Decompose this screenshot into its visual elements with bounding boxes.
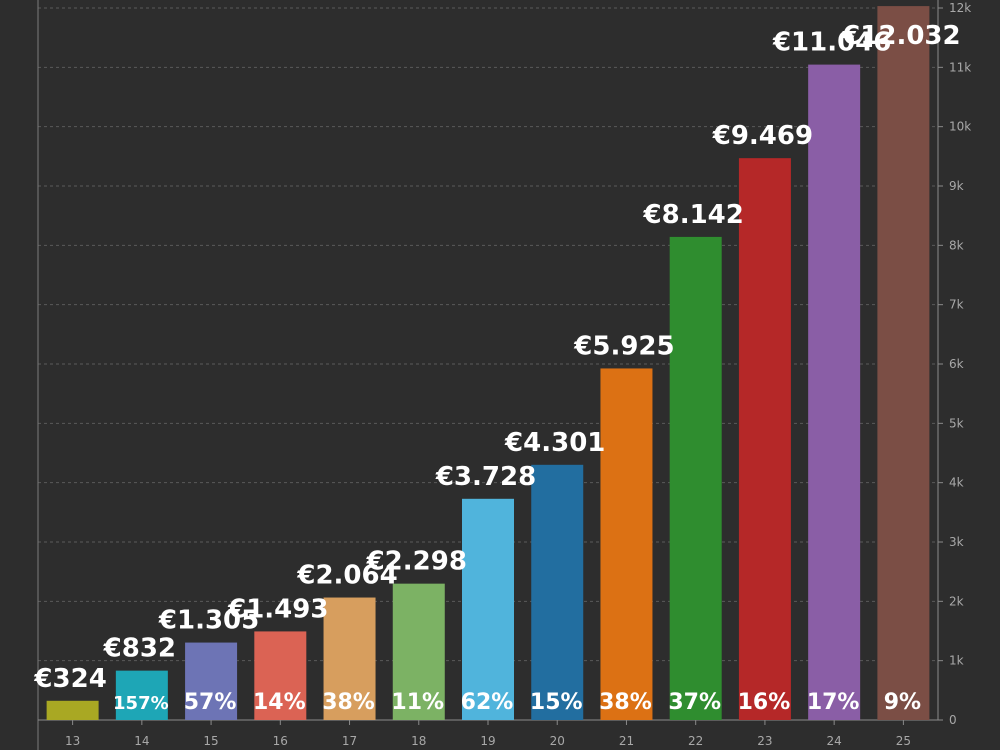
y-tick-label: 1k — [949, 654, 964, 668]
growth-label: 9% — [884, 690, 921, 715]
bar — [185, 642, 238, 720]
value-label: €4.301 — [504, 428, 605, 458]
bar — [115, 670, 168, 720]
bar — [738, 158, 791, 720]
value-label: €8.142 — [643, 200, 744, 230]
y-tick-label: 12k — [949, 1, 971, 15]
growth-label: 37% — [668, 690, 721, 715]
x-tick-label: 14 — [134, 734, 149, 748]
gridlines — [38, 7, 938, 662]
bar — [531, 464, 584, 720]
growth-labels: 157% 57% 14% 38% 11% 62% 15% 38% 37% 16% 17% 9% — [113, 690, 921, 715]
bar — [46, 700, 99, 720]
growth-label: 11% — [391, 690, 444, 715]
bar — [600, 368, 653, 720]
value-label: €1.493 — [227, 594, 328, 624]
y-tick-label: 3k — [949, 535, 964, 549]
growth-label: 57% — [184, 690, 237, 715]
value-label: €9.469 — [712, 121, 813, 151]
growth-label: 15% — [530, 690, 583, 715]
x-tick-label: 22 — [688, 734, 703, 748]
growth-label: 17% — [807, 690, 860, 715]
growth-label: 16% — [738, 690, 791, 715]
bar — [462, 498, 514, 720]
bar — [392, 583, 445, 720]
x-tick-label: 25 — [896, 734, 911, 748]
value-label: €12.032 — [841, 21, 960, 51]
y-tick-label: 6k — [949, 357, 964, 371]
value-label: €3.728 — [435, 462, 536, 492]
y-tick-label: 10k — [949, 120, 971, 134]
x-tick-label: 16 — [273, 734, 288, 748]
y-tick-label: 7k — [949, 298, 964, 312]
x-tick-label: 13 — [65, 734, 80, 748]
value-label: €324 — [33, 664, 106, 694]
x-tick-label: 20 — [550, 734, 565, 748]
x-tick-label: 23 — [757, 734, 772, 748]
bar — [808, 64, 861, 720]
y-tick-label: 5k — [949, 416, 964, 430]
value-label: €832 — [103, 634, 176, 664]
bars — [46, 6, 930, 721]
x-tick-label: 15 — [203, 734, 218, 748]
growth-label: 62% — [461, 690, 514, 715]
y-tick-label: 2k — [949, 594, 964, 608]
value-label: €2.298 — [366, 547, 467, 577]
growth-label: 14% — [253, 690, 306, 715]
x-tick-label: 21 — [619, 734, 634, 748]
y-tick-label: 0 — [949, 713, 957, 727]
y-tick-label: 8k — [949, 238, 964, 252]
x-tick-label: 18 — [411, 734, 426, 748]
value-label: €2.064 — [296, 561, 397, 591]
y-axis-tick-labels: 0 1k 2k 3k 4k 5k 6k 7k 8k 9k 10k 11k 12k — [949, 1, 971, 727]
growth-label: 157% — [113, 693, 169, 714]
growth-label: 38% — [599, 690, 652, 715]
bar — [254, 631, 307, 720]
y-tick-label: 4k — [949, 476, 964, 490]
y-tick-label: 11k — [949, 60, 971, 74]
bar — [669, 236, 722, 720]
value-label: €11.046 — [772, 28, 891, 58]
x-axis-tick-labels: 13 14 15 16 17 18 19 20 21 22 23 24 25 — [65, 734, 911, 748]
bar — [877, 6, 930, 721]
growth-label: 38% — [322, 690, 375, 715]
value-label: €1.305 — [158, 606, 259, 636]
value-labels: €324€832€1.305€1.493€2.064€2.298 €3.728 €4… — [33, 21, 960, 694]
x-tick-label: 17 — [342, 734, 357, 748]
x-tick-label: 19 — [480, 734, 495, 748]
y-tick-label: 9k — [949, 179, 964, 193]
x-tick-label: 24 — [827, 734, 842, 748]
bar — [323, 597, 376, 720]
value-label: €5.925 — [573, 331, 674, 361]
